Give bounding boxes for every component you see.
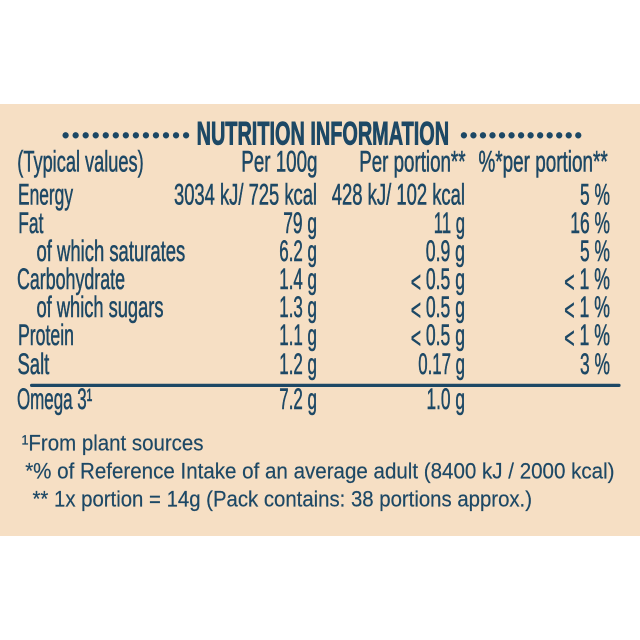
svg-text:%*per portion**: %*per portion**	[479, 145, 609, 178]
svg-text:6.2 g: 6.2 g	[279, 235, 317, 268]
svg-text:3 %: 3 %	[580, 348, 610, 381]
svg-text:Carbohydrate: Carbohydrate	[17, 263, 125, 296]
svg-text:1.4 g: 1.4 g	[279, 263, 317, 296]
svg-text:1.2 g: 1.2 g	[279, 348, 317, 381]
svg-text:1.0 g: 1.0 g	[427, 383, 466, 416]
svg-text:Energy: Energy	[18, 179, 73, 212]
svg-text:*% of Reference Intake of an a: *% of Reference Intake of an average adu…	[25, 458, 614, 483]
svg-text:11 g: 11 g	[434, 207, 465, 240]
svg-text:5 %: 5 %	[580, 179, 610, 212]
svg-text:Omega 3¹: Omega 3¹	[17, 383, 92, 416]
svg-text:< 1 %: < 1 %	[564, 319, 610, 355]
svg-text:of which saturates: of which saturates	[37, 235, 186, 268]
svg-text:1.3 g: 1.3 g	[279, 291, 317, 324]
svg-text:79 g: 79 g	[283, 207, 317, 240]
svg-text:16 %: 16 %	[570, 207, 610, 240]
svg-text:< 0.5 g: < 0.5 g	[411, 319, 465, 355]
svg-text:< 1 %: < 1 %	[564, 263, 610, 299]
svg-text:¹From plant sources: ¹From plant sources	[22, 430, 204, 455]
svg-text:3034 kJ/ 725 kcal: 3034 kJ/ 725 kcal	[174, 179, 317, 212]
svg-text:** 1x portion = 14g (Pack cont: ** 1x portion = 14g (Pack contains: 38 p…	[33, 486, 533, 511]
svg-text:428 kJ/ 102 kcal: 428 kJ/ 102 kcal	[332, 179, 465, 212]
svg-text:(Typical values): (Typical values)	[17, 145, 143, 178]
svg-text:Protein: Protein	[18, 319, 74, 352]
svg-text:5 %: 5 %	[580, 235, 610, 268]
svg-text:< 0.5 g: < 0.5 g	[411, 263, 465, 299]
svg-text:0.9 g: 0.9 g	[426, 235, 465, 268]
svg-text:1.1 g: 1.1 g	[279, 319, 317, 352]
svg-text:< 1 %: < 1 %	[564, 291, 610, 327]
svg-text:Per portion**: Per portion**	[359, 145, 466, 178]
svg-text:7.2 g: 7.2 g	[279, 383, 317, 416]
svg-text:Per 100g: Per 100g	[241, 145, 317, 178]
svg-text:0.17 g: 0.17 g	[418, 348, 465, 381]
svg-text:NUTRITION INFORMATION: NUTRITION INFORMATION	[197, 116, 450, 152]
svg-text:of which sugars: of which sugars	[37, 291, 164, 324]
svg-text:< 0.5 g: < 0.5 g	[411, 291, 465, 327]
svg-text:Fat: Fat	[18, 207, 43, 240]
svg-text:Salt: Salt	[18, 348, 50, 381]
